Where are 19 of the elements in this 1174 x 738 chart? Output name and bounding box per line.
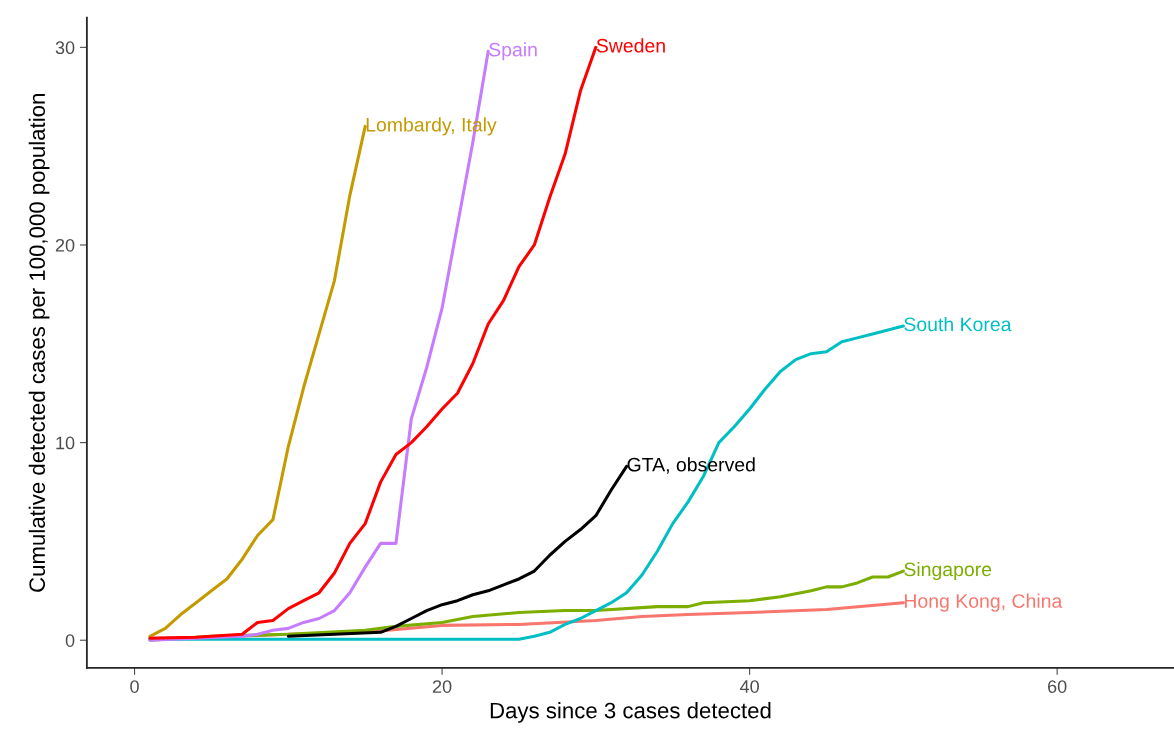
y-tick-label: 10 (56, 436, 75, 450)
y-tick-label: 30 (55, 41, 75, 55)
series-label: Hong Kong, China (904, 593, 1063, 612)
series-label: Lombardy, Italy (366, 117, 497, 136)
series-label: Sweden (596, 38, 665, 53)
series-label: South Korea (904, 316, 1012, 332)
line-series (148, 324, 905, 641)
x-tick-label: 20 (432, 680, 452, 693)
line-series (286, 464, 629, 638)
series-label: Singapore (904, 561, 992, 581)
x-tick-label: 0 (130, 680, 139, 693)
line-series (148, 124, 367, 638)
x-axis-title: Days since 3 cases detected (490, 702, 771, 723)
x-tick-label: 40 (739, 680, 759, 693)
series-label: Spain (489, 42, 537, 61)
y-axis-title: Cumulative detected cases per 100,000 population (28, 94, 50, 592)
y-tick-label: 20 (55, 238, 75, 252)
y-tick-label: 0 (65, 634, 75, 647)
x-tick-label: 60 (1048, 680, 1067, 693)
